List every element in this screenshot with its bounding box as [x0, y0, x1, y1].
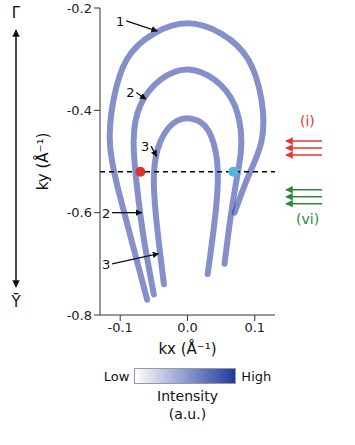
svg-text:2: 2	[126, 85, 134, 100]
svg-text:-0.4: -0.4	[67, 103, 92, 118]
svg-text:1: 1	[116, 14, 124, 29]
html-text:High: High	[241, 368, 272, 384]
svg-text:(vi): (vi)	[296, 211, 319, 227]
html-text:(a.u.): (a.u.)	[168, 406, 207, 422]
svg-text:-0.8: -0.8	[67, 308, 92, 323]
svg-text:kx (Å⁻¹): kx (Å⁻¹)	[158, 339, 216, 358]
svg-text:2: 2	[102, 206, 110, 221]
svg-text:3: 3	[102, 257, 110, 272]
svg-text:Γ̄: Γ̄	[12, 4, 21, 22]
svg-text:-0.2: -0.2	[67, 1, 92, 16]
svg-text:-0.1: -0.1	[108, 320, 133, 335]
svg-text:0.1: 0.1	[244, 320, 265, 335]
html-text:Intensity: Intensity	[157, 388, 218, 404]
svg-text:0.0: 0.0	[177, 320, 198, 335]
html-text:Low: Low	[103, 368, 130, 384]
svg-text:-0.6: -0.6	[67, 205, 92, 220]
svg-text:ky (Å⁻¹): ky (Å⁻¹)	[33, 133, 52, 191]
svg-text:(i): (i)	[300, 113, 315, 129]
svg-text:3: 3	[141, 139, 149, 154]
svg-text:Ȳ: Ȳ	[10, 293, 21, 311]
